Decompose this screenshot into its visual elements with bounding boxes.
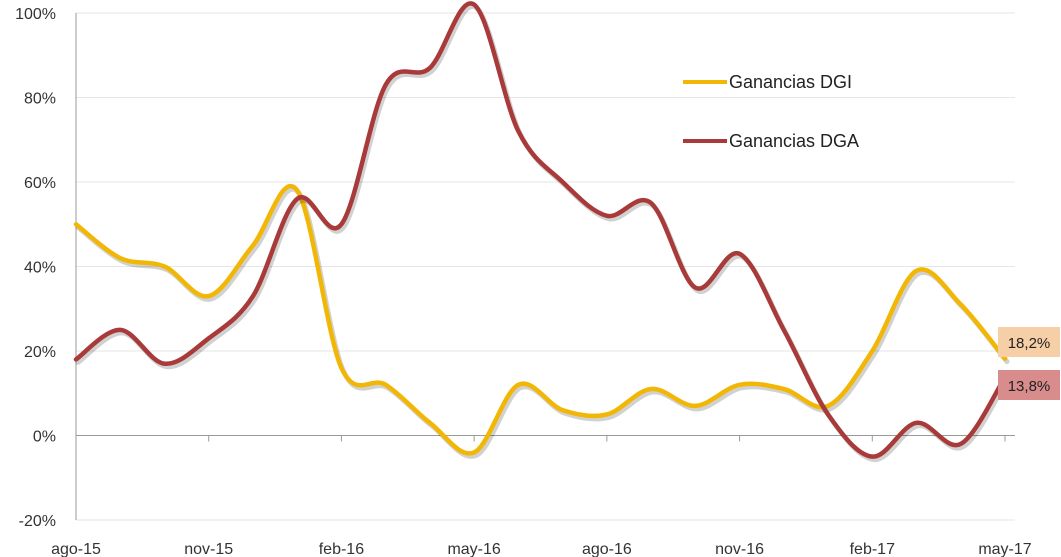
legend: Ganancias DGI Ganancias DGA	[683, 72, 859, 151]
y-tick-label: 20%	[24, 344, 56, 361]
x-tick-label: nov-16	[715, 541, 764, 557]
end-label-box-ganancias-dgi	[998, 327, 1060, 357]
gridlines	[76, 12, 1015, 521]
x-tick-label: may-17	[978, 541, 1031, 557]
legend-label-ganancias-dga: Ganancias DGA	[729, 131, 859, 151]
end-labels: 18,2% 13,8%	[998, 327, 1060, 400]
y-tick-label: 80%	[24, 91, 56, 108]
end-label-box-ganancias-dga	[998, 370, 1060, 400]
y-tick-label: 100%	[15, 6, 56, 23]
x-tick-label: ago-15	[51, 541, 101, 557]
y-tick-label: 0%	[33, 429, 56, 446]
end-label-ganancias-dgi: 18,2%	[1008, 335, 1051, 352]
x-tick-label: may-16	[447, 541, 500, 557]
y-tick-label: 60%	[24, 175, 56, 192]
y-tick-label: -20%	[19, 513, 56, 530]
series-lines	[73, 1, 1010, 463]
x-tick-label: ago-16	[582, 541, 632, 557]
series-line-ganancias-dgi	[73, 184, 1008, 456]
end-label-ganancias-dga: 13,8%	[1008, 378, 1051, 395]
axes: -20% 0% 20% 40% 60% 80% 100% ago-15 nov-15 feb-16…	[15, 6, 1032, 557]
x-tick-label: nov-15	[184, 541, 233, 557]
x-tick-label: feb-16	[319, 541, 364, 557]
legend-label-ganancias-dgi: Ganancias DGI	[729, 72, 852, 92]
y-tick-label: 40%	[24, 260, 56, 277]
series-line-ganancias-dga	[73, 1, 1008, 459]
x-tick-label: feb-17	[850, 541, 895, 557]
series-line-shadow-ganancias-dga	[75, 3, 1010, 463]
series-line-shadow-ganancias-dgi	[75, 186, 1010, 459]
